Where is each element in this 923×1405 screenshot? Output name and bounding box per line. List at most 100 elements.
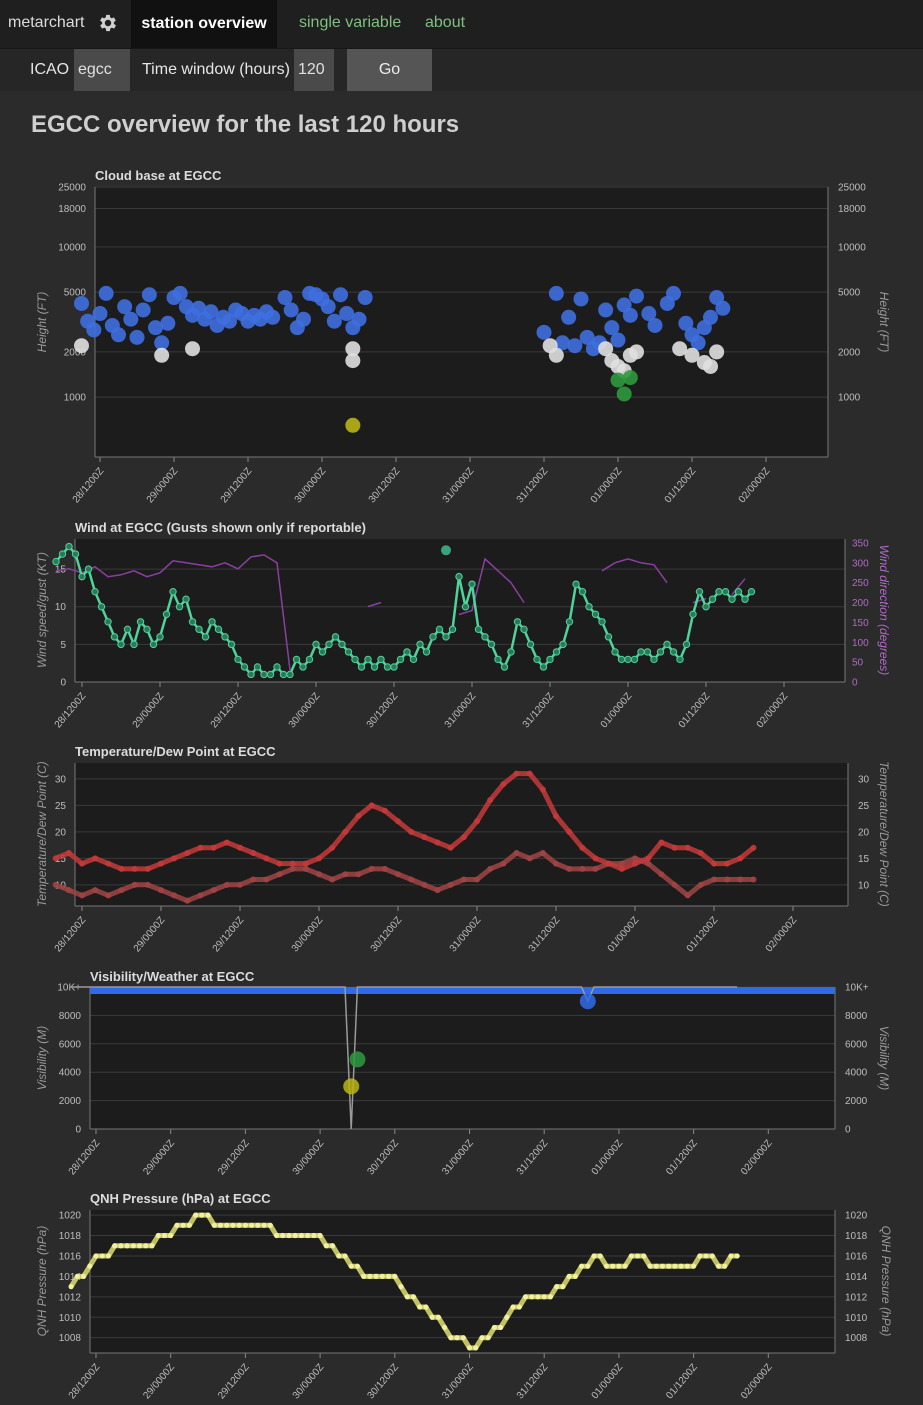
wind-speed-point: [266, 670, 275, 679]
x-tick-label: 02/0000Z: [739, 1362, 775, 1401]
y-tick-label: 0: [60, 678, 66, 689]
qnh-point: [417, 1304, 423, 1310]
dew-point-point: [553, 860, 559, 867]
qnh-point: [292, 1232, 298, 1239]
x-tick-label: 31/0000Z: [440, 1138, 476, 1177]
wind-speed-point: [734, 587, 743, 596]
wind-speed-point: [299, 663, 307, 671]
gear-icon[interactable]: [97, 12, 119, 34]
qnh-point: [130, 1243, 136, 1249]
qnh-point: [211, 1222, 217, 1228]
y-tick-label: 8000: [59, 1011, 82, 1022]
temperature-point: [276, 860, 283, 867]
temperature-point: [579, 844, 586, 851]
y-tick-label: 5000: [64, 288, 87, 299]
x-tick-label: 30/1200Z: [366, 1362, 402, 1401]
tab-single-variable[interactable]: single variable: [299, 14, 402, 31]
weather-point: [343, 1078, 360, 1095]
y2-tick-label: 100: [852, 638, 869, 649]
chart-title: Wind at EGCC (Gusts shown only if report…: [75, 520, 366, 535]
qnh-point: [504, 1314, 510, 1320]
cloud-broken-point: [117, 299, 133, 315]
dew-point-point: [223, 881, 230, 888]
x-tick-label: 29/1200Z: [209, 691, 245, 730]
dew-point-point: [632, 855, 638, 862]
x-tick-label: 30/0000Z: [291, 1138, 327, 1177]
dew-point-point: [118, 887, 125, 894]
qnh-point: [273, 1232, 280, 1239]
tab-station-overview[interactable]: station overview: [131, 0, 277, 48]
temperature-point: [316, 855, 322, 862]
y2-tick-label: 350: [852, 538, 869, 549]
icao-input[interactable]: egcc: [74, 49, 130, 91]
y-axis-label: Visibility (M): [35, 1026, 49, 1090]
wind-speed-point: [403, 648, 411, 656]
cloud-low-point: [622, 370, 638, 386]
qnh-point: [74, 1273, 80, 1279]
dew-point-point: [460, 876, 467, 883]
temperature-point: [645, 855, 652, 862]
dew-point-point: [618, 860, 625, 867]
x-tick-label: 02/0000Z: [755, 691, 791, 730]
qnh-point: [442, 1324, 448, 1331]
temperature-point: [118, 865, 125, 872]
dew-point-point: [513, 850, 520, 857]
dew-point-point: [171, 892, 178, 899]
x-tick-label: 30/0000Z: [287, 691, 323, 730]
station-form: ICAO egcc Time window (hours) 120 Go: [0, 49, 923, 91]
cloud-broken-point: [715, 300, 731, 316]
y2-tick-label: 1014: [845, 1272, 868, 1283]
cloud-broken-point: [598, 302, 614, 318]
y2-tick-label: 1010: [845, 1313, 868, 1324]
dew-point-point: [711, 876, 717, 883]
y2-axis-label: Wind direction (degrees): [877, 545, 891, 676]
top-nav: metarchart station overview single varia…: [0, 0, 923, 49]
go-button[interactable]: Go: [347, 49, 432, 91]
x-tick-label: 29/1200Z: [216, 1362, 252, 1401]
qnh-point: [136, 1243, 143, 1249]
wind-speed-point: [455, 572, 463, 581]
wind-speed-point: [422, 648, 431, 656]
dew-point-point: [105, 892, 112, 899]
y-tick-label: 6000: [59, 1039, 82, 1050]
wind-speed-point: [195, 625, 203, 634]
wind-speed-point: [656, 648, 665, 656]
time-window-label: Time window (hours): [142, 61, 290, 78]
wind-speed-point: [182, 595, 190, 603]
qnh-point: [597, 1253, 603, 1259]
temperature-point: [711, 860, 717, 867]
y-tick-label: 1012: [59, 1292, 82, 1303]
cloud-broken-point: [339, 306, 355, 322]
wind-speed-point: [435, 625, 444, 634]
wind-speed-point: [565, 618, 574, 626]
x-tick-label: 29/0000Z: [145, 466, 181, 505]
wind-speed-point: [663, 640, 671, 649]
time-window-input[interactable]: 120: [294, 49, 334, 91]
qnh-point: [734, 1253, 740, 1259]
qnh-point: [298, 1232, 305, 1239]
qnh-point: [242, 1222, 248, 1228]
y2-tick-label: 0: [852, 678, 858, 689]
wind-speed-point: [461, 603, 470, 611]
wind-speed-point: [253, 663, 262, 671]
y-tick-label: 4000: [59, 1068, 82, 1079]
x-tick-label: 29/0000Z: [141, 1362, 177, 1401]
tab-about[interactable]: about: [425, 14, 466, 31]
x-tick-label: 30/0000Z: [290, 915, 326, 954]
wind-speed-point: [65, 542, 73, 551]
brand[interactable]: metarchart: [8, 14, 85, 31]
wind-speed-point: [617, 655, 626, 664]
temperature-point: [289, 860, 296, 867]
y2-tick-label: 8000: [845, 1011, 868, 1022]
cloud-broken-point: [296, 311, 311, 327]
temperature-point: [421, 834, 428, 841]
qnh-point: [672, 1263, 678, 1269]
x-tick-label: 29/0000Z: [132, 915, 168, 954]
dew-point-point: [724, 876, 731, 883]
qnh-point: [361, 1273, 367, 1279]
x-tick-label: 01/1200Z: [685, 915, 721, 954]
y-tick-label: 10: [55, 602, 67, 613]
qnh-point: [68, 1284, 74, 1290]
y-tick-label: 2000: [64, 347, 87, 358]
wind-speed-point: [624, 655, 632, 664]
